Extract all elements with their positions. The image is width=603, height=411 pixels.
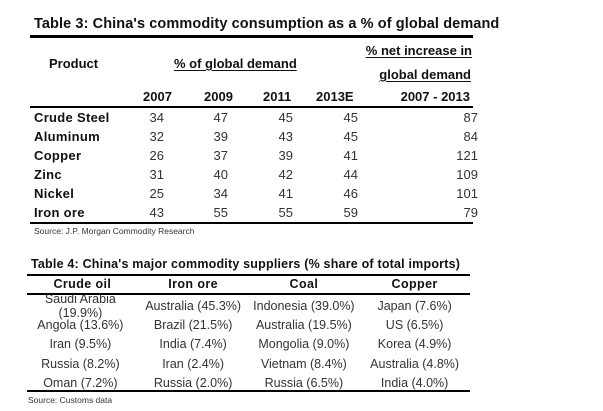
table4-bottom-rule (27, 390, 470, 392)
cell-iron-ore: Brazil (21.5%) (153, 318, 233, 333)
cell-2011: 45 (278, 110, 293, 125)
table3-header-net-period: 2007 - 2013 (400, 89, 470, 104)
cell-crude-oil: Oman (7.2%) (43, 376, 118, 391)
cell-2013e: 45 (343, 110, 358, 125)
cell-copper: Japan (7.6%) (377, 298, 452, 313)
table3-header-year: 2009 (204, 89, 233, 104)
cell-crude-oil: Iran (9.5%) (49, 337, 112, 352)
cell-copper: US (6.5%) (385, 318, 444, 333)
cell-2007: 34 (149, 110, 164, 125)
cell-coal: Indonesia (39.0%) (253, 298, 355, 313)
table3-header-year: 2007 (143, 89, 172, 104)
cell-net-increase: 87 (463, 110, 478, 125)
cell-2009: 55 (213, 205, 228, 220)
product-name: Zinc (34, 167, 62, 182)
cell-2011: 55 (278, 205, 293, 220)
cell-2007: 32 (149, 129, 164, 144)
cell-2013e: 44 (343, 167, 358, 182)
table3-header-pct-global: % of global demand (174, 56, 297, 71)
table3-header-product: Product (49, 56, 99, 71)
cell-2007: 25 (149, 186, 164, 201)
cell-2011: 41 (278, 186, 293, 201)
product-name: Copper (34, 148, 82, 163)
cell-2007: 31 (149, 167, 164, 182)
product-name: Iron ore (34, 205, 85, 220)
cell-coal: Russia (6.5%) (264, 376, 344, 391)
table3-header-net-line1: % net increase in (365, 43, 472, 58)
table-row: Copper 26 37 39 41 121 (30, 146, 478, 165)
table-row: Saudi Arabia (19.9%) Australia (45.3%) I… (27, 292, 470, 320)
cell-crude-oil: Saudi Arabia (19.9%) (44, 291, 116, 320)
table3-title: Table 3: China's commodity consumption a… (34, 16, 500, 32)
cell-2013e: 41 (343, 148, 358, 163)
cell-crude-oil: Russia (8.2%) (41, 356, 120, 371)
cell-net-increase: 79 (463, 205, 478, 220)
cell-coal: Mongolia (9.0%) (258, 337, 350, 352)
table4-header-rule (27, 293, 470, 295)
cell-net-increase: 84 (463, 129, 478, 144)
cell-crude-oil: Angola (13.6%) (37, 318, 124, 333)
table-row: Angola (13.6%) Brazil (21.5%) Australia … (27, 315, 470, 334)
table4: Crude oil Iron ore Coal Copper Saudi Ara… (27, 276, 470, 393)
table4-top-rule (27, 274, 470, 276)
cell-2011: 42 (278, 167, 293, 182)
table-row: Oman (7.2%) Russia (2.0%) Russia (6.5%) … (27, 374, 470, 393)
column-header-coal: Coal (289, 277, 319, 291)
table3-bottom-rule (30, 222, 473, 224)
table-row: Zinc 31 40 42 44 109 (30, 165, 478, 184)
table-row: Russia (8.2%) Iran (2.4%) Vietnam (8.4%)… (27, 354, 470, 373)
table-row: Iran (9.5%) India (7.4%) Mongolia (9.0%)… (27, 335, 470, 354)
table-row: Crude Steel 34 47 45 45 87 (30, 108, 478, 127)
table-row: Nickel 25 34 41 46 101 (30, 184, 478, 203)
cell-copper: India (4.0%) (380, 376, 449, 391)
column-header-iron-ore: Iron ore (168, 277, 218, 291)
table3-top-rule (30, 35, 473, 38)
cell-2013e: 59 (343, 205, 358, 220)
cell-2013e: 46 (343, 186, 358, 201)
cell-2007: 26 (149, 148, 164, 163)
product-name: Aluminum (34, 129, 100, 144)
cell-2009: 47 (213, 110, 228, 125)
table3-source-note: Source: J.P. Morgan Commodity Research (34, 226, 195, 236)
table3-header-year: 2011 (263, 89, 292, 104)
table4-body: Saudi Arabia (19.9%) Australia (45.3%) I… (27, 292, 470, 393)
table3-header-net-line2: global demand (379, 67, 471, 82)
cell-copper: Korea (4.9%) (377, 337, 452, 352)
table3-body: Crude Steel 34 47 45 45 87 Aluminum 32 3… (30, 108, 478, 222)
cell-2007: 43 (149, 205, 164, 220)
cell-2009: 37 (213, 148, 228, 163)
product-name: Nickel (34, 186, 75, 201)
cell-2009: 34 (213, 186, 228, 201)
cell-net-increase: 101 (456, 186, 478, 201)
cell-iron-ore: Australia (45.3%) (145, 298, 242, 313)
table-row: Aluminum 32 39 43 45 84 (30, 127, 478, 146)
column-header-copper: Copper (391, 277, 438, 291)
table3-header-year: 2013E (316, 89, 354, 104)
cell-iron-ore: Russia (2.0%) (153, 376, 233, 391)
table4-source-note: Source: Customs data (28, 395, 113, 405)
cell-net-increase: 109 (456, 167, 478, 182)
cell-coal: Australia (19.5%) (255, 318, 352, 333)
product-name: Crude Steel (34, 110, 110, 125)
table4-title: Table 4: China's major commodity supplie… (31, 257, 461, 271)
table4-header-row: Crude oil Iron ore Coal Copper (27, 276, 470, 293)
column-header-crude-oil: Crude oil (53, 277, 112, 291)
cell-2009: 40 (213, 167, 228, 182)
cell-iron-ore: Iran (2.4%) (162, 356, 225, 371)
cell-2011: 43 (278, 129, 293, 144)
table3-header-rule (30, 106, 473, 108)
cell-2011: 39 (278, 148, 293, 163)
cell-2009: 39 (213, 129, 228, 144)
cell-2013e: 45 (343, 129, 358, 144)
cell-iron-ore: India (7.4%) (159, 337, 227, 352)
table-row: Iron ore 43 55 55 59 79 (30, 203, 478, 222)
cell-copper: Australia (4.8%) (370, 356, 460, 371)
cell-net-increase: 121 (456, 148, 478, 163)
cell-coal: Vietnam (8.4%) (260, 356, 347, 371)
